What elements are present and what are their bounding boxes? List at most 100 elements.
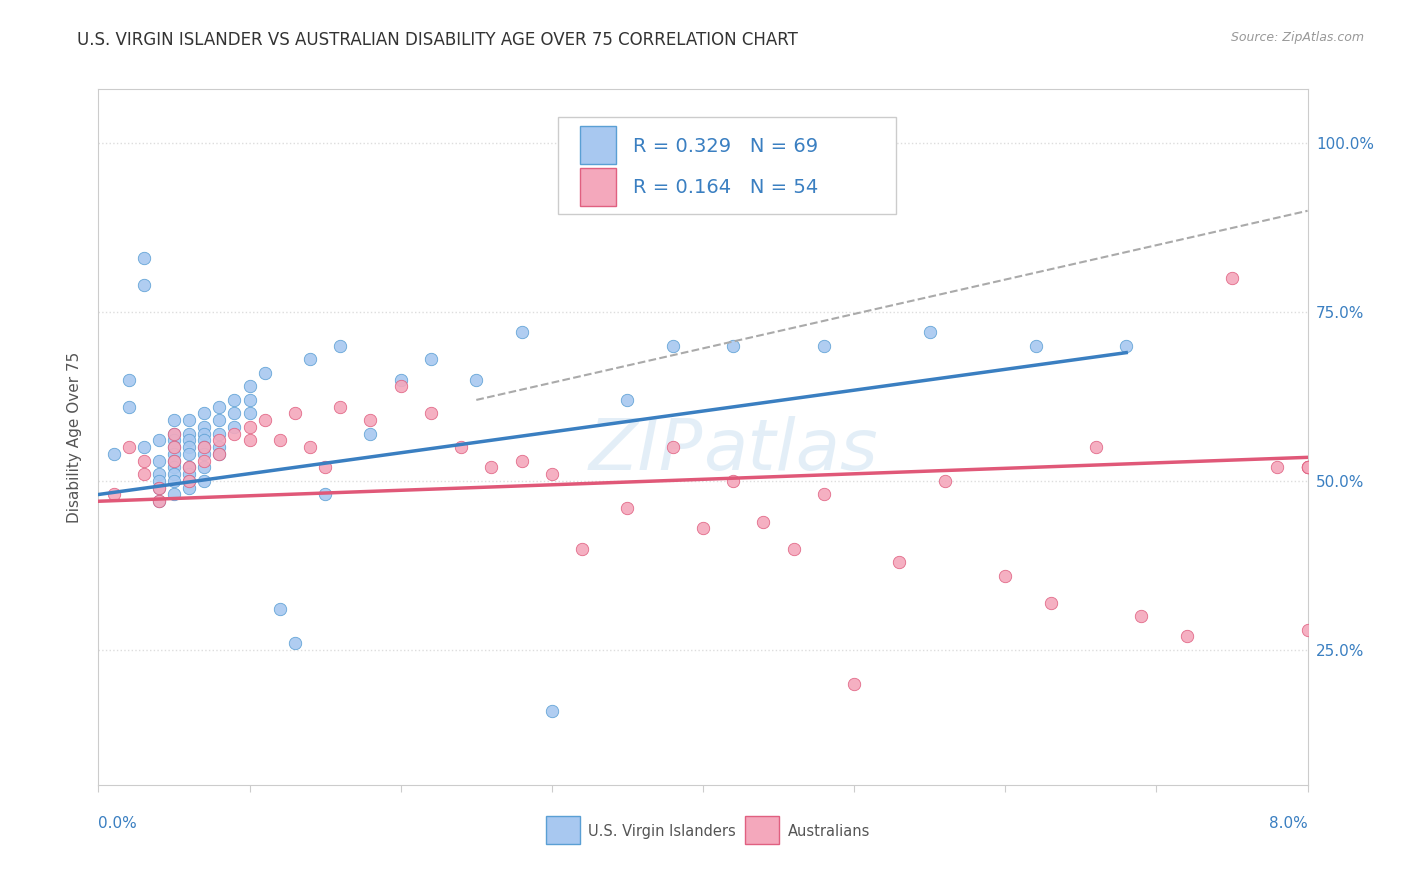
Point: [239, 420, 262, 434]
Point: [314, 460, 336, 475]
Point: [163, 426, 186, 441]
Point: [163, 426, 186, 441]
Point: [360, 413, 382, 427]
Point: [208, 447, 231, 461]
Text: R = 0.329   N = 69: R = 0.329 N = 69: [633, 136, 818, 156]
Point: [1220, 271, 1243, 285]
Point: [510, 326, 533, 340]
Point: [193, 447, 215, 461]
Point: [148, 481, 170, 495]
Point: [934, 474, 956, 488]
Point: [118, 373, 141, 387]
Point: [163, 460, 186, 475]
Point: [208, 434, 231, 448]
Point: [148, 474, 170, 488]
Point: [132, 454, 155, 468]
Point: [1039, 596, 1062, 610]
Point: [1175, 629, 1198, 643]
Point: [179, 440, 201, 454]
Point: [193, 406, 215, 420]
Point: [239, 434, 262, 448]
Point: [481, 460, 503, 475]
Point: [284, 406, 307, 420]
Text: atlas: atlas: [703, 417, 877, 485]
Point: [299, 440, 322, 454]
Point: [132, 278, 155, 293]
Point: [813, 487, 835, 501]
Point: [1296, 460, 1319, 475]
Point: [420, 352, 443, 367]
Point: [723, 474, 745, 488]
Point: [163, 454, 186, 468]
Point: [179, 447, 201, 461]
Text: Australians: Australians: [787, 824, 870, 839]
Bar: [558, 117, 897, 214]
Point: [163, 434, 186, 448]
Point: [813, 339, 835, 353]
Text: 8.0%: 8.0%: [1268, 816, 1308, 831]
Point: [193, 460, 215, 475]
Point: [329, 339, 352, 353]
Point: [179, 426, 201, 441]
Point: [163, 447, 186, 461]
Point: [103, 447, 125, 461]
Point: [389, 379, 412, 393]
Point: [163, 413, 186, 427]
Text: R = 0.164   N = 54: R = 0.164 N = 54: [633, 178, 818, 197]
Point: [1085, 440, 1108, 454]
Point: [148, 434, 170, 448]
Point: [163, 467, 186, 482]
Point: [148, 454, 170, 468]
Point: [193, 454, 215, 468]
Point: [752, 515, 775, 529]
Bar: [579, 168, 616, 206]
Point: [148, 467, 170, 482]
Point: [389, 373, 412, 387]
Point: [616, 501, 638, 516]
Point: [450, 440, 472, 454]
Point: [208, 447, 231, 461]
Point: [918, 326, 941, 340]
Point: [1296, 460, 1319, 475]
Point: [193, 440, 215, 454]
Point: [208, 426, 231, 441]
Point: [269, 602, 291, 616]
Point: [224, 406, 246, 420]
Point: [889, 555, 911, 569]
Point: [1296, 460, 1319, 475]
Y-axis label: Disability Age Over 75: Disability Age Over 75: [67, 351, 83, 523]
Point: [163, 454, 186, 468]
Point: [193, 440, 215, 454]
Point: [239, 392, 262, 407]
Bar: [546, 816, 579, 844]
Point: [1025, 339, 1047, 353]
Point: [193, 426, 215, 441]
Point: [284, 636, 307, 650]
Point: [540, 467, 562, 482]
Point: [132, 467, 155, 482]
Point: [193, 420, 215, 434]
Point: [1115, 339, 1137, 353]
Point: [193, 474, 215, 488]
Point: [193, 434, 215, 448]
Point: [208, 400, 231, 414]
Point: [179, 467, 201, 482]
Point: [540, 704, 562, 718]
Point: [253, 413, 276, 427]
Point: [1296, 460, 1319, 475]
Point: [224, 426, 246, 441]
Point: [148, 494, 170, 508]
Text: 0.0%: 0.0%: [98, 816, 138, 831]
Point: [163, 487, 186, 501]
Point: [179, 460, 201, 475]
Text: U.S. Virgin Islanders: U.S. Virgin Islanders: [588, 824, 735, 839]
Point: [148, 494, 170, 508]
Point: [692, 521, 714, 535]
Text: ZIP: ZIP: [589, 417, 703, 485]
Point: [163, 440, 186, 454]
Point: [314, 487, 336, 501]
Point: [269, 434, 291, 448]
Point: [132, 251, 155, 265]
Text: Source: ZipAtlas.com: Source: ZipAtlas.com: [1230, 31, 1364, 45]
Point: [103, 487, 125, 501]
